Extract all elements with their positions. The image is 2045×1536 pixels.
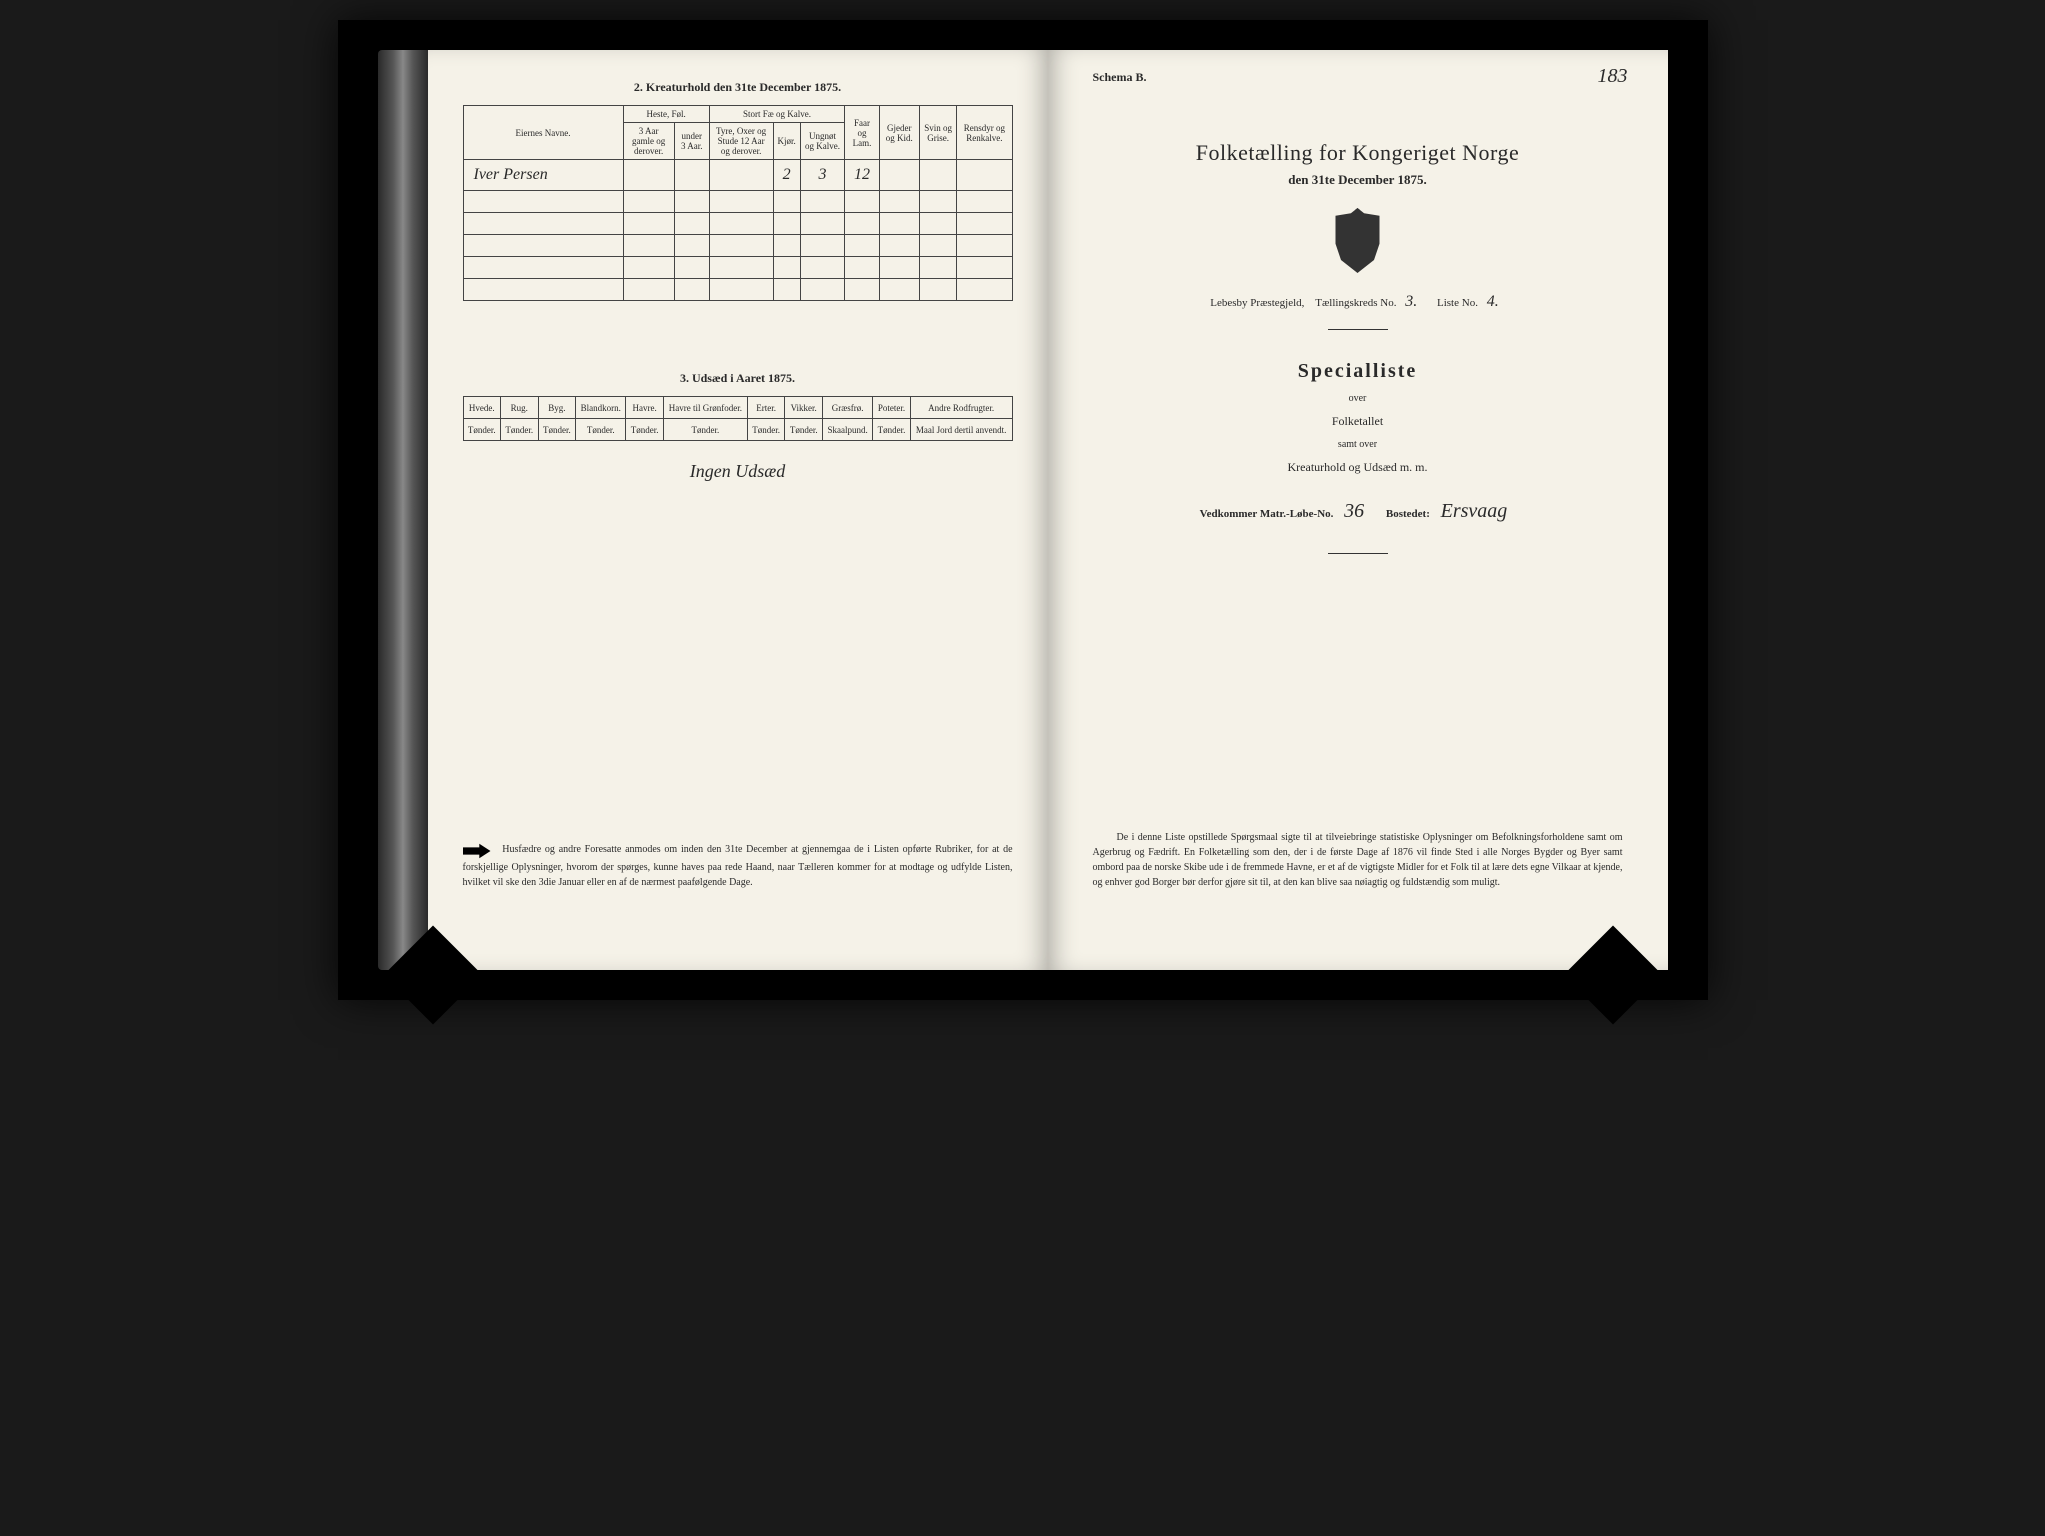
col-stort-a: Tyre, Oxer og Stude 12 Aar og derover. — [709, 123, 773, 160]
schema-label: Schema B. — [1093, 70, 1147, 85]
over-label: over — [1083, 393, 1633, 404]
book-binding — [378, 50, 428, 970]
unit: Tønder. — [626, 419, 664, 441]
unit: Tønder. — [873, 419, 911, 441]
section2-title: 2. Kreaturhold den 31te December 1875. — [463, 80, 1013, 95]
table-row — [463, 213, 1012, 235]
census-subtitle: den 31te December 1875. — [1083, 172, 1633, 188]
col: Rug. — [501, 397, 539, 419]
col-svin: Svin og Grise. — [919, 106, 957, 160]
table-row — [463, 191, 1012, 213]
unit: Tønder. — [576, 419, 626, 441]
col: Blandkorn. — [576, 397, 626, 419]
col-owner: Eiernes Navne. — [463, 106, 623, 160]
cell: 2 — [773, 160, 800, 191]
owner-name: Iver Persen — [463, 160, 623, 191]
folketal-label: Folketallet — [1083, 414, 1633, 429]
col-heste-a: 3 Aar gamle og derover. — [623, 123, 674, 160]
col: Erter. — [747, 397, 785, 419]
cell: 12 — [845, 160, 879, 191]
parish-prefix: Lebesby Præstegjeld, — [1210, 297, 1304, 309]
col: Hvede. — [463, 397, 501, 419]
pointing-hand-icon — [463, 842, 491, 860]
cell — [879, 160, 919, 191]
specialliste-heading: Specialliste — [1083, 360, 1633, 383]
col: Byg. — [538, 397, 576, 419]
census-title: Folketælling for Kongeriget Norge — [1083, 140, 1633, 166]
cell — [957, 160, 1012, 191]
udsaed-note: Ingen Udsæd — [463, 461, 1013, 482]
col-heste-group: Heste, Føl. — [623, 106, 709, 123]
matr-label: Vedkommer Matr.-Løbe-No. — [1200, 508, 1334, 520]
unit: Tønder. — [463, 419, 501, 441]
table-row — [463, 235, 1012, 257]
table-row — [463, 279, 1012, 301]
kreatur-table: Eiernes Navne. Heste, Føl. Stort Fæ og K… — [463, 105, 1013, 301]
samt-label: samt over — [1083, 439, 1633, 450]
cell: 3 — [800, 160, 844, 191]
col: Vikker. — [785, 397, 823, 419]
liste-label: Liste No. — [1437, 297, 1478, 309]
kreds-value: 3. — [1399, 293, 1423, 310]
table-row: Iver Persen 2 3 12 — [463, 160, 1012, 191]
col-ren: Rensdyr og Renkalve. — [957, 106, 1012, 160]
liste-value: 4. — [1481, 293, 1505, 310]
cell — [709, 160, 773, 191]
bosted-label: Bostedet: — [1386, 508, 1430, 520]
cell — [623, 160, 674, 191]
unit: Tønder. — [747, 419, 785, 441]
matr-value: 36 — [1336, 500, 1372, 522]
col: Havre. — [626, 397, 664, 419]
footer-text: Husfædre og andre Foresatte anmodes om i… — [463, 844, 1013, 888]
bosted-value: Ersvaag — [1433, 500, 1516, 522]
col-stort-c: Ungnøt og Kalve. — [800, 123, 844, 160]
page-number: 183 — [1598, 65, 1628, 88]
right-page: Schema B. 183 Folketælling for Kongerige… — [1048, 50, 1668, 970]
col-stort-group: Stort Fæ og Kalve. — [709, 106, 845, 123]
divider — [1328, 329, 1388, 330]
unit: Maal Jord dertil anvendt. — [910, 419, 1012, 441]
bosted-line: Vedkommer Matr.-Løbe-No. 36 Bostedet: Er… — [1083, 500, 1633, 523]
cell — [919, 160, 957, 191]
divider — [1328, 553, 1388, 554]
coat-of-arms-icon — [1330, 208, 1385, 273]
kreatur-label: Kreaturhold og Udsæd m. m. — [1083, 460, 1633, 475]
left-footer: Husfædre og andre Foresatte anmodes om i… — [463, 842, 1013, 890]
col: Havre til Grønfoder. — [663, 397, 747, 419]
col-stort-b: Kjør. — [773, 123, 800, 160]
col: Græsfrø. — [822, 397, 872, 419]
unit: Tønder. — [663, 419, 747, 441]
parish-line: Lebesby Præstegjeld, Tællingskreds No. 3… — [1083, 293, 1633, 311]
left-page: 2. Kreaturhold den 31te December 1875. E… — [428, 50, 1048, 970]
unit: Tønder. — [501, 419, 539, 441]
kreds-label: Tællingskreds No. — [1315, 297, 1396, 309]
udsaed-table: Hvede. Rug. Byg. Blandkorn. Havre. Havre… — [463, 396, 1013, 441]
col: Andre Rodfrugter. — [910, 397, 1012, 419]
section3-title: 3. Udsæd i Aaret 1875. — [463, 371, 1013, 386]
unit: Skaalpund. — [822, 419, 872, 441]
book-spread: 2. Kreaturhold den 31te December 1875. E… — [338, 20, 1708, 1000]
table-row — [463, 257, 1012, 279]
cell — [674, 160, 709, 191]
col: Poteter. — [873, 397, 911, 419]
col-faar: Faar og Lam. — [845, 106, 879, 160]
unit: Tønder. — [538, 419, 576, 441]
col-gjeder: Gjeder og Kid. — [879, 106, 919, 160]
right-footer: De i denne Liste opstillede Spørgsmaal s… — [1093, 830, 1623, 890]
unit: Tønder. — [785, 419, 823, 441]
col-heste-b: under 3 Aar. — [674, 123, 709, 160]
